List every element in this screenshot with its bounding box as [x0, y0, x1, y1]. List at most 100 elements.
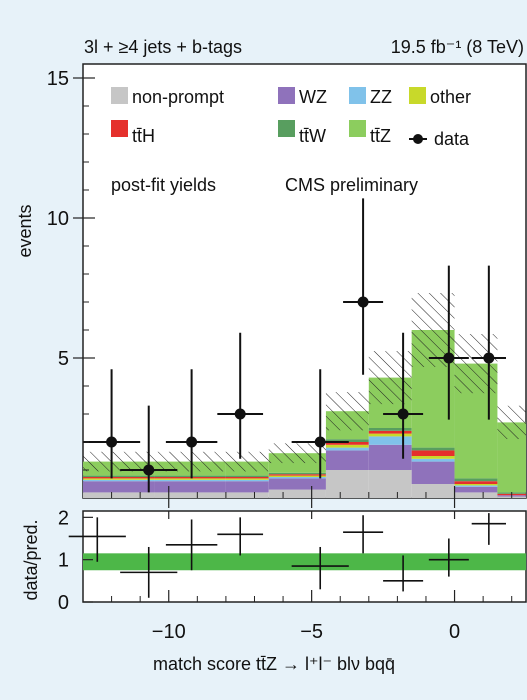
bar-zz-bin-2: [225, 479, 269, 482]
bar-wz-bin-7: [454, 486, 498, 493]
uncertainty-hatch-bin-0: [83, 451, 155, 472]
bar-zz-bin-1: [154, 479, 226, 482]
bar-other-bin-4: [325, 444, 369, 448]
legend-label-wz: WZ: [299, 87, 327, 107]
bar-non-prompt-bin-0: [83, 492, 155, 498]
legend-swatch-tth: [111, 120, 128, 137]
bar-other-bin-3: [268, 475, 326, 477]
x-tick-label-2: 0: [449, 621, 460, 643]
bar-wz-bin-3: [268, 478, 326, 490]
y-tick-label-1: 10: [47, 208, 69, 230]
bar-ttw-bin-5: [368, 428, 412, 431]
bar-ttw-bin-1: [154, 475, 226, 477]
bar-other-bin-0: [83, 478, 155, 480]
bar-ttw-bin-6: [411, 447, 455, 451]
bar-wz-bin-4: [325, 450, 369, 470]
bar-ttw-bin-7: [454, 478, 498, 482]
bar-non-prompt-bin-1: [154, 492, 226, 498]
ratio-uncertainty-band: [83, 553, 526, 571]
bar-non-prompt-bin-7: [454, 492, 498, 498]
legend-label-ttw: tt̄W: [299, 126, 326, 146]
bar-ttw-bin-2: [225, 475, 269, 477]
ratio-y-axis-label: data/pred.: [21, 519, 41, 600]
chart-title-right: 19.5 fb⁻¹ (8 TeV): [391, 37, 524, 57]
data-point-0: [106, 436, 118, 448]
bar-tth-bin-1: [154, 477, 226, 479]
bar-zz-bin-5: [368, 436, 412, 445]
bar-ttw-bin-4: [325, 439, 369, 442]
x-tick-label-1: −5: [300, 621, 323, 643]
bar-zz-bin-4: [325, 447, 369, 451]
bar-tth-bin-5: [368, 430, 412, 434]
ratio-y-tick-label-0: 0: [58, 592, 69, 614]
legend-swatch-zz: [349, 87, 366, 104]
uncertainty-hatch-bin-3: [268, 443, 326, 464]
y-tick-label-0: 5: [58, 348, 69, 370]
bar-zz-bin-0: [83, 479, 155, 482]
annotation-post-fit: post-fit yields: [111, 175, 216, 195]
bar-wz-bin-2: [225, 481, 269, 493]
legend-swatch-ttw: [278, 120, 295, 137]
ratio-y-tick-label-2: 2: [58, 507, 69, 529]
uncertainty-hatch-bin-1: [154, 451, 226, 472]
data-point-5: [357, 296, 369, 308]
uncertainty-hatch-bin-5: [368, 351, 412, 405]
legend-swatch-other: [409, 87, 426, 104]
legend-label-non-prompt: non-prompt: [132, 87, 224, 107]
bar-tth-bin-3: [268, 474, 326, 476]
bar-ttw-bin-0: [83, 475, 155, 477]
bar-tth-bin-7: [454, 481, 498, 484]
data-point-3: [234, 408, 246, 420]
uncertainty-hatch-bin-8: [497, 405, 526, 440]
bar-wz-bin-6: [411, 461, 455, 484]
bar-non-prompt-bin-6: [411, 484, 455, 498]
bar-tth-bin-0: [83, 477, 155, 479]
legend-swatch-wz: [278, 87, 295, 104]
data-point-8: [483, 352, 495, 364]
bar-non-prompt-bin-2: [225, 492, 269, 498]
y-axis-label: events: [15, 204, 35, 257]
legend-label-data: data: [434, 129, 470, 149]
bar-non-prompt-bin-3: [268, 489, 326, 498]
data-point-1: [143, 464, 155, 476]
bar-wz-bin-5: [368, 444, 412, 470]
bar-other-bin-5: [368, 433, 412, 437]
legend-label-other: other: [430, 87, 471, 107]
bar-other-bin-2: [225, 478, 269, 480]
bar-zz-bin-6: [411, 458, 455, 462]
legend-data-marker: [413, 134, 423, 144]
bar-tth-bin-6: [411, 450, 455, 456]
bar-zz-bin-7: [454, 485, 498, 487]
annotation-cms-preliminary: CMS preliminary: [285, 175, 418, 195]
bar-other-bin-6: [411, 456, 455, 459]
legend-swatch-ttz: [349, 120, 366, 137]
uncertainty-hatch-bin-4: [325, 392, 369, 431]
uncertainty-hatch-bin-2: [225, 451, 269, 472]
bar-wz-bin-1: [154, 481, 226, 493]
bar-tth-bin-4: [325, 442, 369, 445]
data-point-7: [443, 352, 455, 364]
bar-zz-bin-3: [268, 477, 326, 479]
chart-title-left: 3l + ≥4 jets + b-tags: [84, 37, 242, 57]
data-point-6: [397, 408, 409, 420]
bar-non-prompt-bin-4: [325, 470, 369, 498]
bar-non-prompt-bin-5: [368, 470, 412, 498]
legend-label-tth: tt̄H: [132, 126, 155, 146]
legend: non-prompt WZ ZZ other tt̄H tt̄W tt̄Z da…: [111, 87, 471, 149]
y-tick-label-2: 15: [47, 68, 69, 90]
bar-other-bin-7: [454, 484, 498, 486]
x-tick-label-0: −10: [152, 621, 186, 643]
bar-tth-bin-2: [225, 477, 269, 479]
data-point-2: [186, 436, 198, 448]
legend-label-zz: ZZ: [370, 87, 392, 107]
x-axis-label: match score tt̄Z → l⁺l⁻ blν bqq̄: [153, 654, 395, 674]
bar-wz-bin-0: [83, 481, 155, 493]
ratio-y-tick-label-1: 1: [58, 550, 69, 572]
bar-other-bin-1: [154, 478, 226, 480]
bar-ttw-bin-3: [268, 472, 326, 475]
legend-swatch-non-prompt: [111, 87, 128, 104]
uncertainty-hatch-bin-7: [454, 334, 498, 394]
legend-label-ttz: tt̄Z: [370, 126, 391, 146]
data-point-4: [314, 436, 326, 448]
